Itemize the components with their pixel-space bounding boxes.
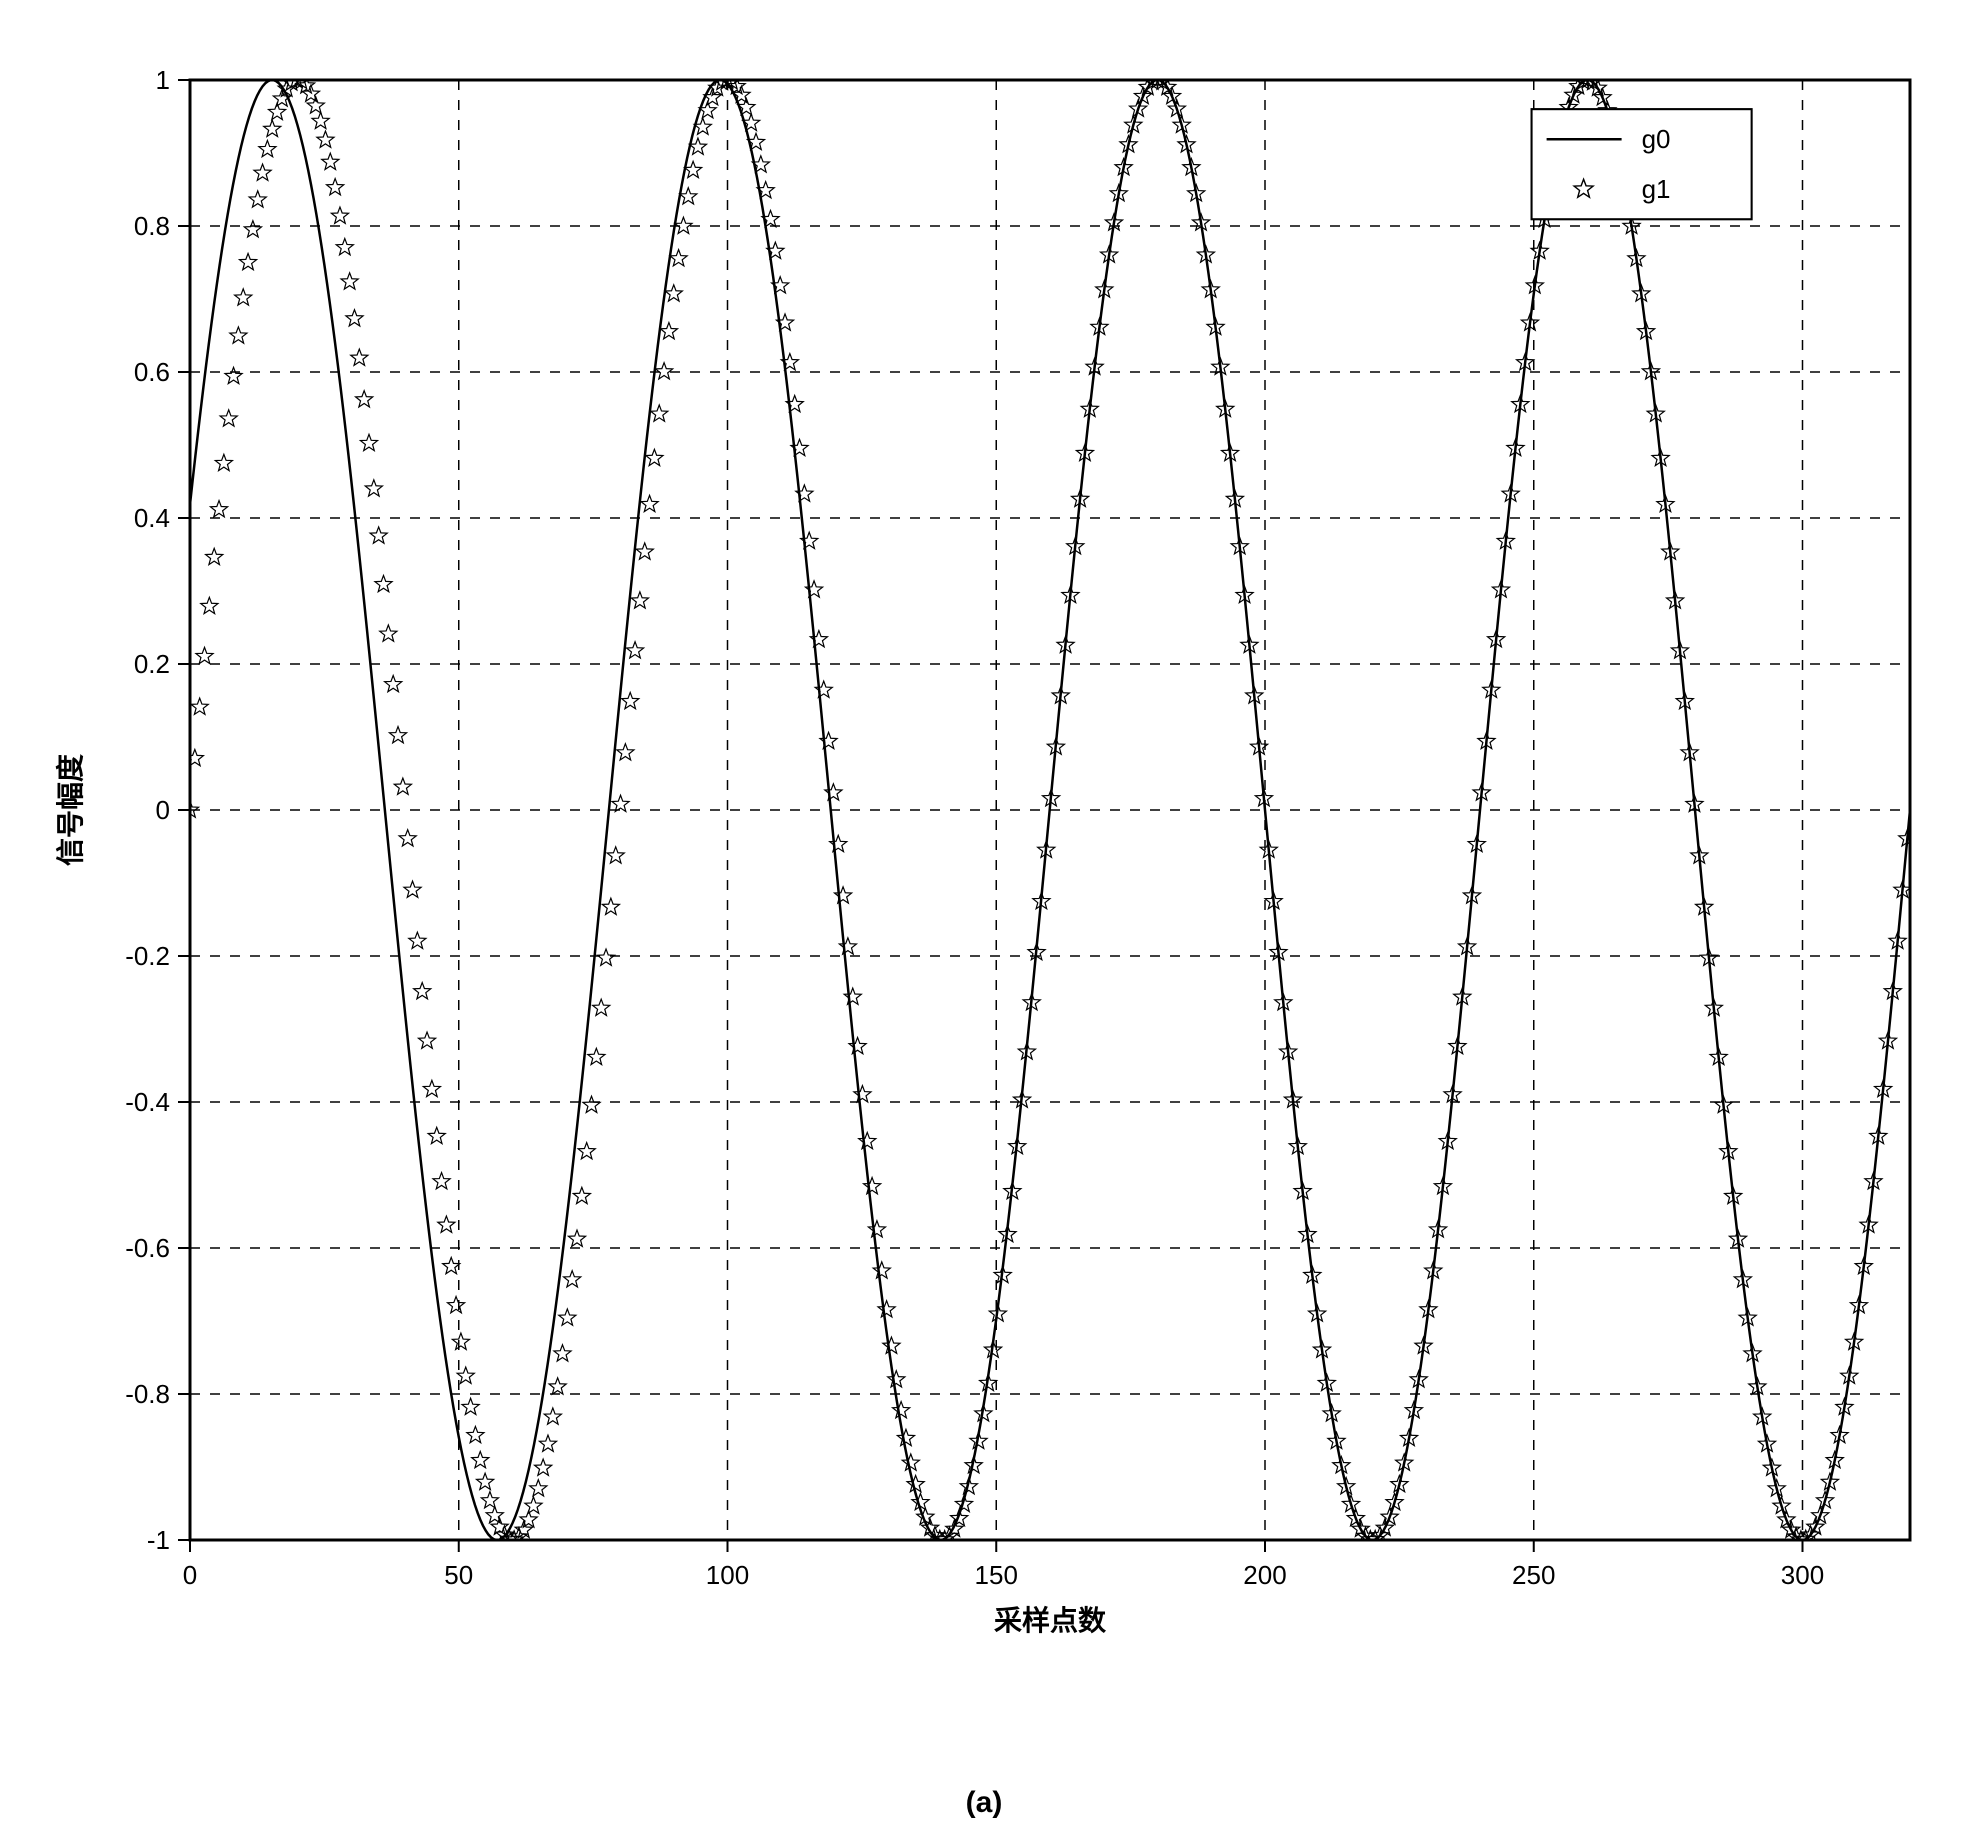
- svg-text:0.4: 0.4: [134, 503, 170, 533]
- svg-text:0.8: 0.8: [134, 211, 170, 241]
- svg-text:g1: g1: [1642, 174, 1671, 204]
- chart-svg: 0 50 100 150 200 250 300 -1 -0.8 -0.6 -0.4 -0.2 0 0.2…: [20, 20, 1968, 1776]
- x-axis-label: 采样点数: [994, 1604, 1107, 1636]
- svg-text:0.2: 0.2: [134, 649, 170, 679]
- sublabel: (a): [966, 1786, 1003, 1819]
- svg-text:0.6: 0.6: [134, 357, 170, 387]
- svg-text:-0.8: -0.8: [125, 1379, 170, 1409]
- svg-text:250: 250: [1512, 1560, 1555, 1590]
- svg-text:-0.4: -0.4: [125, 1087, 170, 1117]
- svg-text:200: 200: [1243, 1560, 1286, 1590]
- y-axis-label: 信号幅度: [55, 754, 86, 866]
- svg-text:-0.2: -0.2: [125, 941, 170, 971]
- svg-text:1: 1: [156, 65, 170, 95]
- svg-text:g0: g0: [1642, 124, 1671, 154]
- svg-text:0: 0: [183, 1560, 197, 1590]
- svg-text:-0.6: -0.6: [125, 1233, 170, 1263]
- svg-text:150: 150: [975, 1560, 1018, 1590]
- svg-text:0: 0: [156, 795, 170, 825]
- chart-container: 0 50 100 150 200 250 300 -1 -0.8 -0.6 -0.4 -0.2 0 0.2…: [20, 20, 1948, 1776]
- svg-text:50: 50: [444, 1560, 473, 1590]
- legend: g0 g1: [1532, 109, 1752, 219]
- svg-text:-1: -1: [147, 1525, 170, 1555]
- svg-text:300: 300: [1781, 1560, 1824, 1590]
- svg-text:100: 100: [706, 1560, 749, 1590]
